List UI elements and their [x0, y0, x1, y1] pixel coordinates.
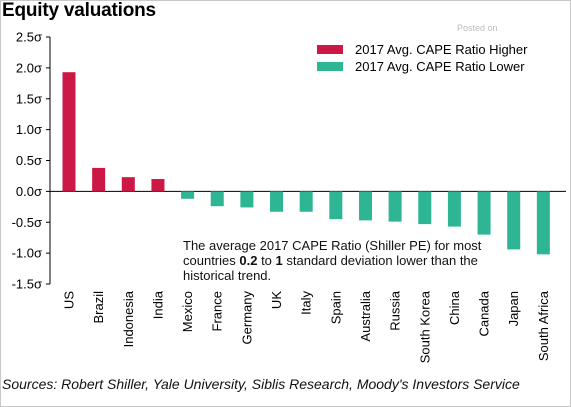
- y-tick-label: 1.5σ: [16, 91, 42, 106]
- x-category-label: Russia: [388, 290, 403, 331]
- bar-indonesia: [121, 177, 135, 192]
- y-tick-label: -1.0σ: [12, 246, 42, 261]
- bar-india: [151, 179, 165, 192]
- bar-italy: [299, 191, 313, 212]
- x-category-label: China: [447, 290, 462, 325]
- bar-mexico: [181, 191, 195, 199]
- x-category-label: Australia: [358, 290, 373, 341]
- source-note: Sources: Robert Shiller, Yale University…: [2, 376, 520, 392]
- bar-australia: [358, 191, 372, 221]
- annotation-text-pre: The average 2017 CAPE Ratio (Shiller PE)…: [183, 238, 482, 268]
- annotation-text-post: standard deviation lower than the histor…: [183, 253, 478, 283]
- x-category-label: Indonesia: [121, 290, 136, 347]
- legend-label: 2017 Avg. CAPE Ratio Lower: [355, 59, 525, 74]
- annotation-bold-low: 0.2: [239, 253, 258, 268]
- annotation-bold-high: 1: [275, 253, 283, 268]
- x-category-label: Germany: [239, 291, 254, 345]
- x-category-label: France: [210, 291, 225, 331]
- annotation-text-mid: to: [257, 253, 276, 268]
- bar-us: [62, 72, 76, 192]
- bar-china: [447, 191, 461, 227]
- bar-south-korea: [418, 191, 432, 225]
- bar-brazil: [92, 167, 106, 192]
- x-category-label: US: [62, 291, 77, 309]
- y-tick-label: 2.5σ: [16, 30, 42, 45]
- bar-spain: [329, 191, 343, 220]
- x-category-label: Canada: [477, 290, 492, 336]
- y-tick-label: -0.5σ: [12, 215, 42, 230]
- y-tick-label: -1.5σ: [12, 277, 42, 292]
- bar-canada: [477, 191, 491, 235]
- x-category-label: UK: [269, 291, 284, 309]
- x-category-label: Brazil: [91, 291, 106, 324]
- x-category-label: South Korea: [417, 290, 432, 363]
- x-category-label: Spain: [328, 291, 343, 324]
- bar-south-africa: [536, 191, 550, 255]
- x-category-label: Mexico: [180, 291, 195, 332]
- x-category-label: South Africa: [536, 290, 551, 361]
- y-tick-label: 2.0σ: [16, 60, 42, 75]
- legend-swatch: [317, 62, 343, 71]
- y-tick-label: 1.0σ: [16, 122, 42, 137]
- watermark-text: Posted on: [457, 23, 498, 33]
- bar-japan: [507, 191, 521, 250]
- bar-uk: [270, 191, 284, 212]
- legend-label: 2017 Avg. CAPE Ratio Higher: [355, 42, 528, 57]
- y-tick-label: 0.5σ: [16, 153, 42, 168]
- y-tick-label: 0.0σ: [16, 184, 42, 199]
- legend-swatch: [317, 45, 343, 54]
- bar-france: [210, 191, 224, 207]
- chart-title: Equity valuations: [2, 0, 156, 21]
- x-category-label: Japan: [506, 291, 521, 326]
- chart-annotation: The average 2017 CAPE Ratio (Shiller PE)…: [183, 238, 483, 283]
- bar-russia: [388, 191, 402, 222]
- x-category-label: Italy: [299, 291, 314, 315]
- bar-germany: [240, 191, 254, 208]
- x-category-label: India: [150, 290, 165, 319]
